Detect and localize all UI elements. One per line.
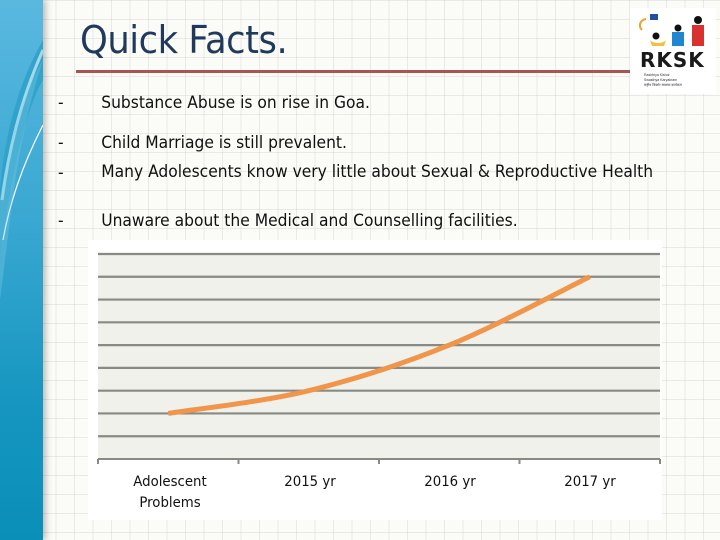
bullet-text: Substance Abuse is on rise in Goa.: [101, 93, 370, 112]
line-chart: [88, 240, 662, 520]
x-axis-label: Adolescent Problems: [133, 474, 207, 511]
logo-wordmark: RKSK: [640, 48, 705, 72]
wave-decoration-icon: [0, 40, 43, 300]
sidebar-decoration: [0, 0, 43, 540]
bullet-marker: -: [58, 133, 64, 152]
bullet-text: Many Adolescents know very little about …: [101, 162, 654, 181]
logo-subtitle-line-2: Swasthya Karyakram: [644, 78, 678, 82]
bullet-marker: -: [58, 163, 64, 182]
logo-subtitle-line-3: राष्ट्रीय किशोर स्वास्थ्य कार्यक्रम: [644, 83, 682, 87]
bullet-marker: -: [58, 93, 64, 112]
page-title: Quick Facts.: [80, 18, 288, 62]
x-axis-label: 2017 yr: [564, 474, 616, 490]
logo-subtitle-line-1: Rashtriya Kishor: [644, 73, 670, 77]
series-line: [167, 274, 591, 416]
adolescent-figures-logo-icon: [638, 14, 704, 46]
bullet-marker: -: [58, 211, 64, 230]
chart-plot: [97, 252, 661, 464]
bullet-text: Unaware about the Medical and Counsellin…: [101, 211, 518, 230]
title-underline: [76, 70, 632, 73]
bullet-text: Child Marriage is still prevalent.: [101, 133, 347, 152]
x-axis-label: 2016 yr: [424, 474, 476, 490]
rksk-logo: RKSK Rashtriya Kishor Swasthya Karyakram…: [630, 8, 716, 94]
x-axis-label: 2015 yr: [284, 474, 336, 490]
